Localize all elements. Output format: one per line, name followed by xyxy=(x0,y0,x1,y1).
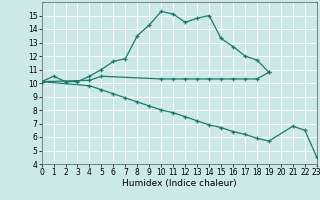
X-axis label: Humidex (Indice chaleur): Humidex (Indice chaleur) xyxy=(122,179,236,188)
